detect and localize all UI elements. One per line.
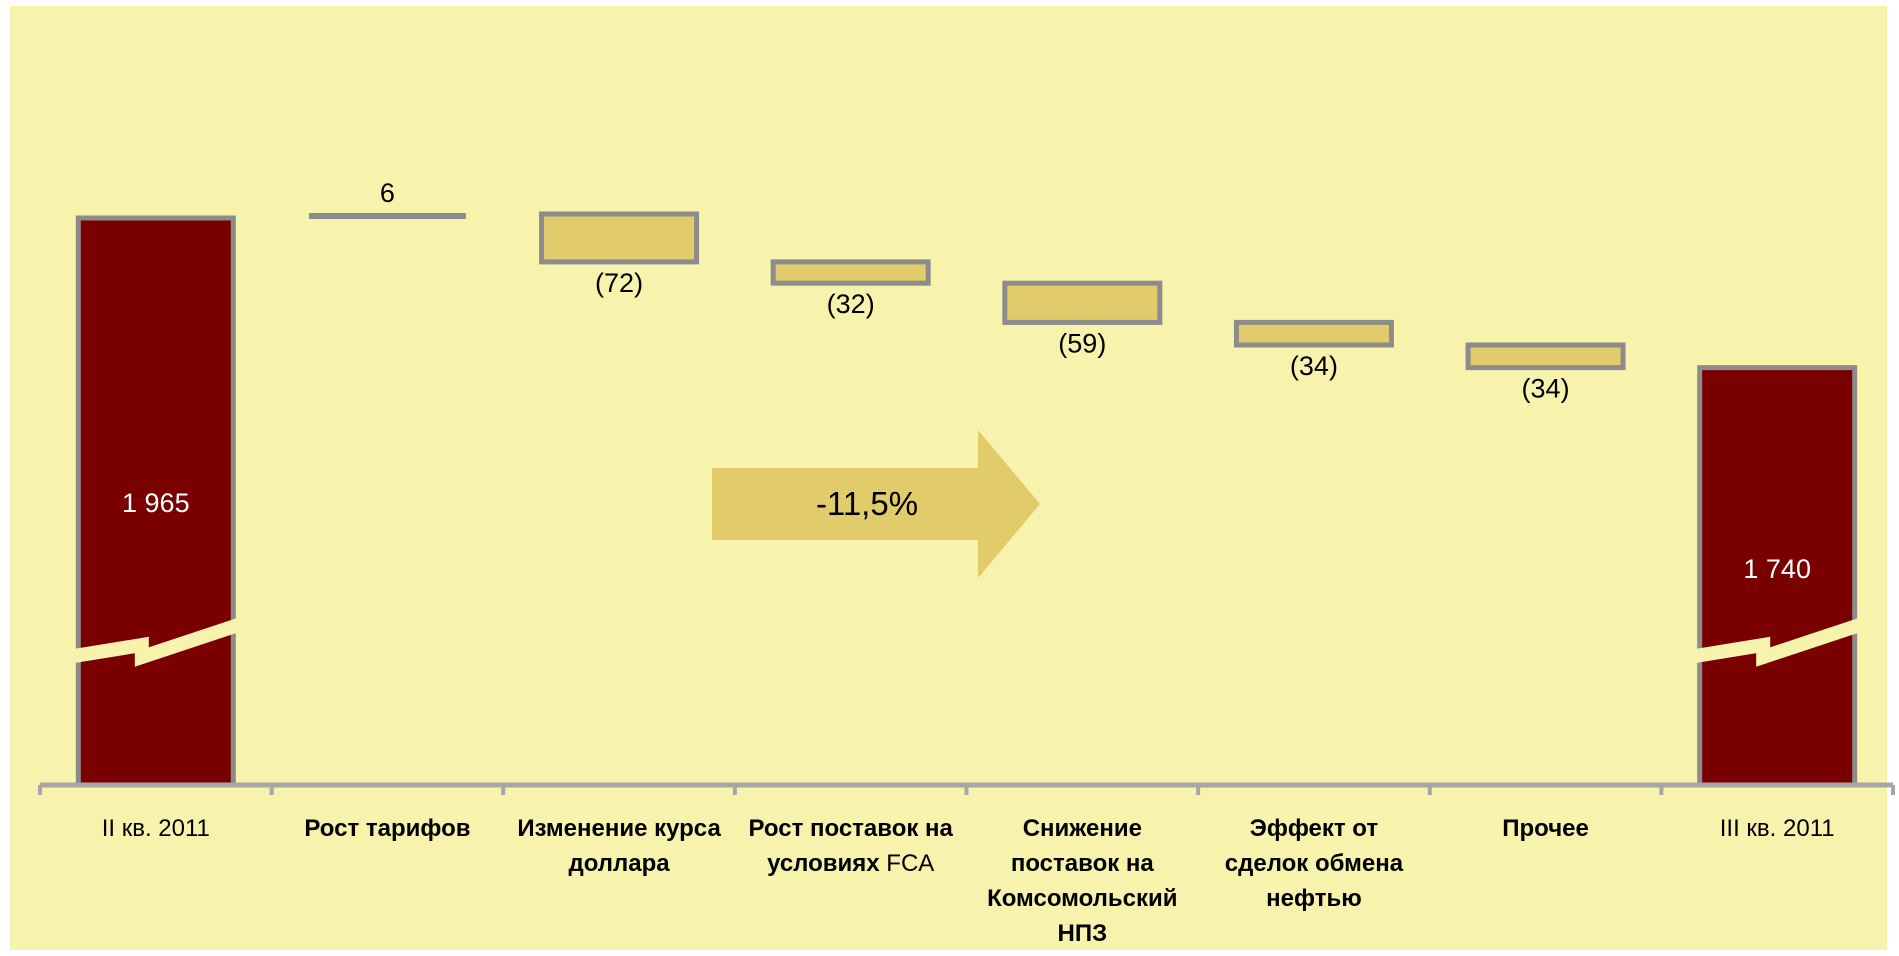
x-tick-label: Рост тарифов bbox=[304, 815, 470, 842]
bar-delta bbox=[539, 211, 700, 265]
bar-delta bbox=[1465, 342, 1626, 371]
axis-break-mark bbox=[42, 618, 241, 668]
bar-delta bbox=[1002, 280, 1163, 325]
bar-delta bbox=[770, 259, 931, 286]
bar-value-label: (34) bbox=[1290, 351, 1338, 381]
x-tick-label: Прочее bbox=[1502, 815, 1589, 842]
x-tick-label: Рост поставок на bbox=[748, 815, 953, 842]
change-arrow bbox=[712, 430, 1040, 578]
bar-delta bbox=[308, 213, 466, 220]
change-annotation: -11,5% bbox=[816, 485, 918, 522]
x-tick-label: III кв. 2011 bbox=[1720, 815, 1835, 842]
x-tick-label: Снижение bbox=[1023, 815, 1142, 842]
x-tick-label: сделок обмена bbox=[1225, 850, 1404, 877]
bar-value-label: (72) bbox=[595, 268, 643, 298]
x-tick-label: Эффект от bbox=[1250, 815, 1379, 842]
x-tick-label: условиях FCA bbox=[767, 850, 934, 877]
x-tick-label: Комсомольский bbox=[987, 885, 1178, 912]
bar-total bbox=[75, 215, 236, 788]
x-tick-label: нефтью bbox=[1266, 885, 1362, 912]
bar-value-label: 1 740 bbox=[1743, 554, 1811, 584]
x-tick-label: НПЗ bbox=[1058, 920, 1108, 947]
bar-value-label: 6 bbox=[380, 178, 395, 208]
axis-break-mark bbox=[1663, 618, 1862, 668]
bar-delta bbox=[1233, 319, 1394, 348]
x-tick-label: поставок на bbox=[1011, 850, 1155, 877]
bar-value-label: (59) bbox=[1058, 328, 1106, 358]
x-tick-label: доллара bbox=[568, 850, 670, 877]
bar-value-label: (32) bbox=[827, 289, 875, 319]
x-tick-label: Изменение курса bbox=[517, 815, 721, 842]
bar-value-label: 1 965 bbox=[122, 488, 190, 518]
bar-value-label: (34) bbox=[1522, 374, 1570, 404]
x-tick-label: II кв. 2011 bbox=[102, 815, 210, 842]
